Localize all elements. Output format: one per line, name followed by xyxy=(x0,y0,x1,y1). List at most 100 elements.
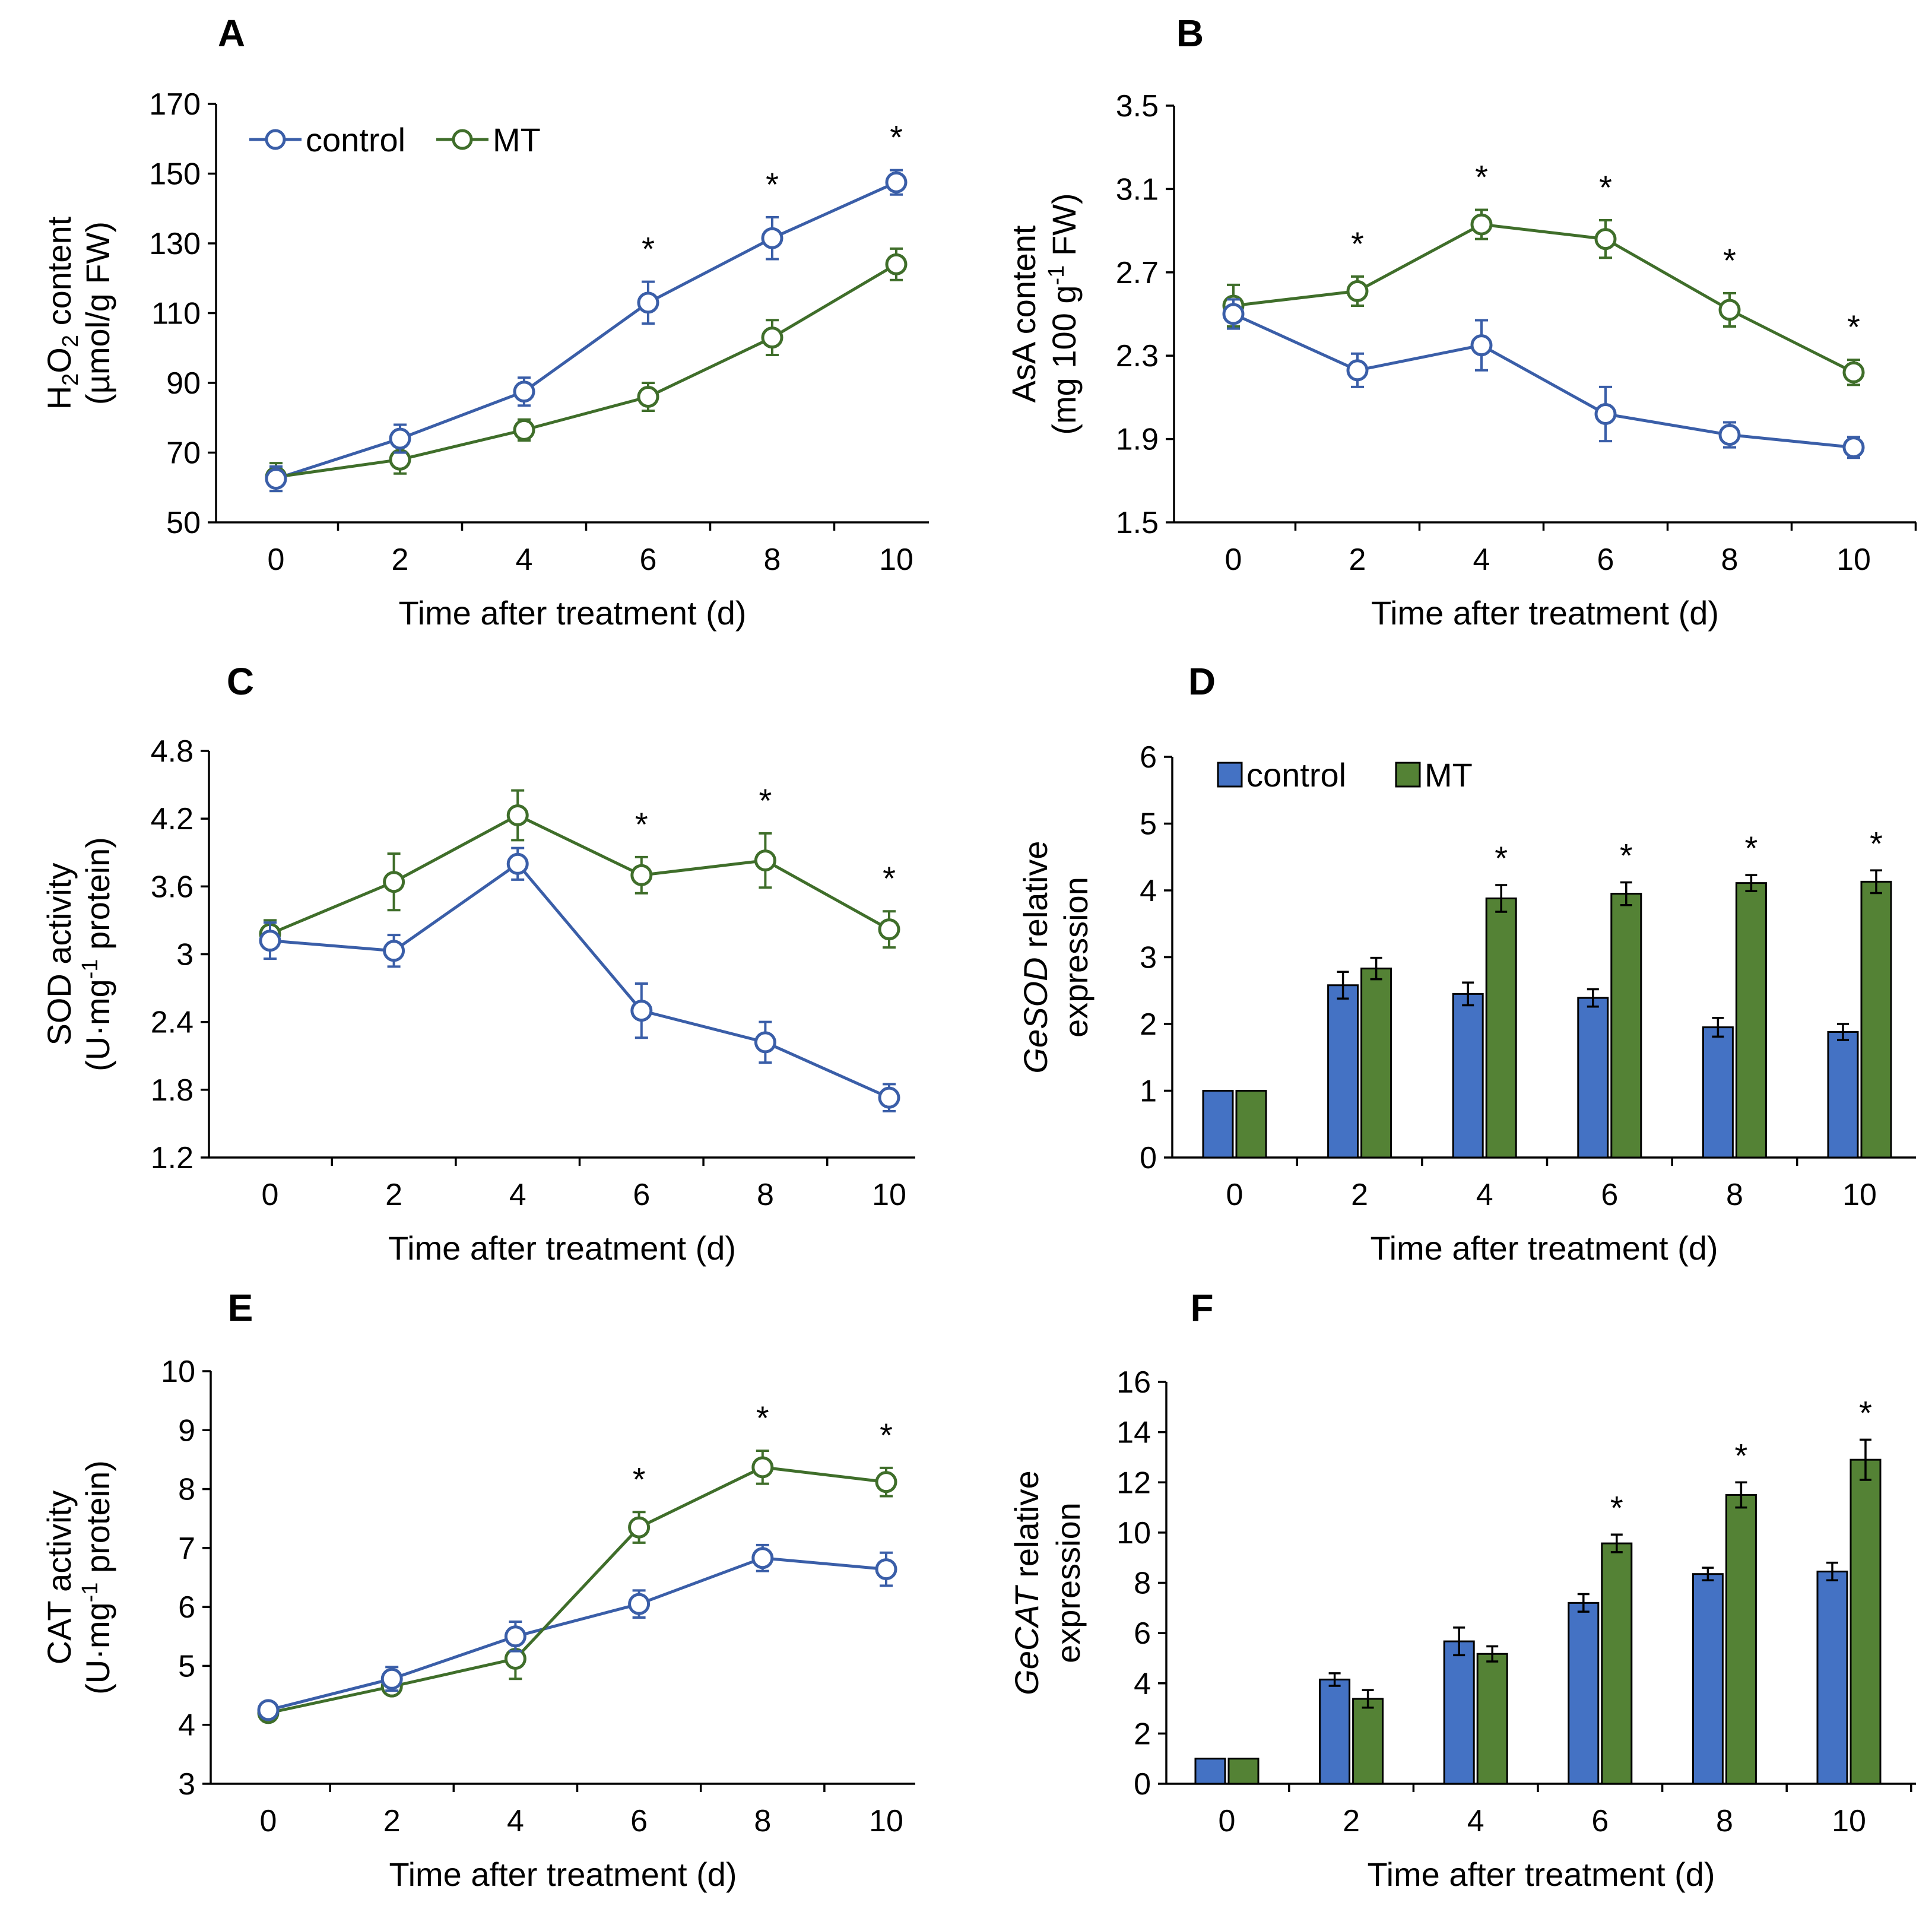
data-point-control xyxy=(875,1558,897,1581)
y-tick-label: 10 xyxy=(1116,1516,1151,1550)
panel-letter: D xyxy=(1188,660,1216,703)
y-tick-label: 7 xyxy=(178,1531,195,1566)
y-tick-label: 4.2 xyxy=(151,802,193,836)
y-tick-label: 8 xyxy=(1134,1566,1151,1601)
data-point-control xyxy=(389,427,411,450)
x-tick-label: 0 xyxy=(260,1804,277,1838)
series-line-mt xyxy=(1233,223,1855,374)
data-point-control xyxy=(1346,359,1369,382)
y-axis-title-part: GeCAT xyxy=(1008,1584,1045,1695)
data-point-mt xyxy=(1718,299,1741,321)
x-tick-label: 10 xyxy=(872,1178,906,1212)
y-axis-title-line2: expression xyxy=(1049,1502,1087,1663)
y-axis-title: GeCAT relative xyxy=(1008,1470,1045,1695)
x-axis-title: Time after treatment (d) xyxy=(1370,1229,1718,1267)
x-tick-label: 6 xyxy=(1591,1804,1609,1838)
significance-mark: * xyxy=(883,860,896,897)
panel-letter: F xyxy=(1190,1286,1213,1329)
data-point-mt xyxy=(1470,213,1493,236)
x-tick-label: 2 xyxy=(1351,1178,1368,1212)
data-point-control xyxy=(1222,303,1245,325)
legend-swatch-mt xyxy=(1395,762,1421,788)
y-axis-title-line2: (mg 100 g-1 FW) xyxy=(1044,193,1083,435)
data-point-mt xyxy=(637,386,659,408)
y-axis-title: CAT activity xyxy=(40,1491,78,1665)
data-point-mt xyxy=(513,418,535,441)
y-axis-title: SOD activity xyxy=(40,862,78,1045)
y-axis-title: GeSOD relative xyxy=(1017,841,1054,1073)
x-tick-label: 2 xyxy=(1343,1804,1360,1838)
panel-d: D 0 1 2 3 4 5 6 0 2 4 6 8 10 Time after treatment (d) G… xyxy=(1017,660,1916,1267)
significance-mark: * xyxy=(1599,169,1612,206)
series-line-control xyxy=(269,861,890,1099)
series-line-control xyxy=(1232,312,1854,449)
y-tick-label: 0 xyxy=(1134,1767,1151,1802)
y-tick-label: 150 xyxy=(149,157,201,192)
x-tick-label: 0 xyxy=(1219,1804,1236,1838)
data-point-control xyxy=(383,940,405,962)
data-point-control xyxy=(513,380,535,403)
panel-letter: E xyxy=(228,1286,253,1329)
significance-mark: * xyxy=(642,230,655,268)
data-point-control xyxy=(259,930,281,952)
y-tick-label: 3 xyxy=(176,938,193,972)
bar-control xyxy=(1827,1031,1859,1159)
data-point-control xyxy=(754,1031,776,1054)
y-axis-title-part: (U·mg xyxy=(79,1602,116,1695)
bar-control xyxy=(1816,1570,1848,1785)
y-axis-title-part: (mg 100 g xyxy=(1045,285,1083,435)
y-tick-label: 2 xyxy=(1140,1007,1157,1042)
panel-b: B 1.5 1.9 2.3 2.7 3.1 3.5 0 2 4 6 8 10 Time after tre… xyxy=(1005,12,1917,632)
data-point-mt xyxy=(761,326,783,349)
data-point-control xyxy=(257,1699,280,1721)
bar-control xyxy=(1327,984,1359,1159)
panel-letter: B xyxy=(1176,12,1204,55)
y-axis-title-part: O xyxy=(40,347,78,373)
x-tick-label: 0 xyxy=(1225,543,1242,577)
significance-mark: * xyxy=(1723,242,1736,279)
significance-mark: * xyxy=(766,166,779,203)
y-axis-title-part: -1 xyxy=(78,959,103,979)
panel-e: E 3 4 5 6 7 8 9 10 0 2 4 6 8 10 Time after treatment (d… xyxy=(40,1286,915,1893)
x-tick-label: 8 xyxy=(1726,1178,1743,1212)
y-tick-label: 3.6 xyxy=(151,870,193,904)
significance-mark: * xyxy=(756,1399,769,1436)
y-tick-label: 4.8 xyxy=(151,734,193,769)
x-tick-label: 10 xyxy=(1842,1178,1877,1212)
x-tick-label: 6 xyxy=(640,543,657,577)
x-tick-label: 10 xyxy=(1832,1804,1866,1838)
series-line-control xyxy=(268,1556,887,1712)
y-tick-label: 2.7 xyxy=(1116,256,1159,290)
data-point-control xyxy=(885,171,908,194)
x-tick-label: 10 xyxy=(1836,543,1871,577)
x-tick-label: 10 xyxy=(879,543,913,577)
data-point-control xyxy=(628,1593,651,1615)
significance-mark: * xyxy=(1610,1489,1623,1526)
bar-mt xyxy=(1725,1493,1757,1785)
bar-mt xyxy=(1352,1698,1384,1785)
y-tick-label: 12 xyxy=(1116,1466,1151,1500)
panel-c: C 1.2 1.8 2.4 3 3.6 4.2 4.8 0 2 4 6 8 10 Time after tr… xyxy=(40,660,915,1267)
y-tick-label: 9 xyxy=(178,1413,195,1448)
data-point-mt xyxy=(878,918,900,941)
x-axis-title: Time after treatment (d) xyxy=(388,1229,736,1267)
x-tick-label: 4 xyxy=(509,1178,526,1212)
bar-mt xyxy=(1610,893,1642,1159)
data-point-mt xyxy=(754,849,776,872)
y-axis-title-part: (U·mg xyxy=(79,979,116,1071)
data-point-control xyxy=(878,1086,900,1109)
data-point-control xyxy=(1470,334,1493,357)
data-point-control xyxy=(504,1625,526,1648)
y-tick-label: 1.5 xyxy=(1116,506,1159,540)
y-tick-label: 130 xyxy=(149,227,201,261)
bar-mt xyxy=(1235,1090,1267,1159)
data-point-mt xyxy=(875,1471,897,1493)
legend-label-control: control xyxy=(306,121,405,158)
bar-control xyxy=(1702,1026,1734,1159)
x-tick-label: 6 xyxy=(633,1178,650,1212)
x-axis-title: Time after treatment (d) xyxy=(389,1856,737,1893)
axes xyxy=(1171,757,1916,1159)
y-tick-label: 2.3 xyxy=(1116,339,1159,373)
bar-control xyxy=(1692,1573,1724,1785)
